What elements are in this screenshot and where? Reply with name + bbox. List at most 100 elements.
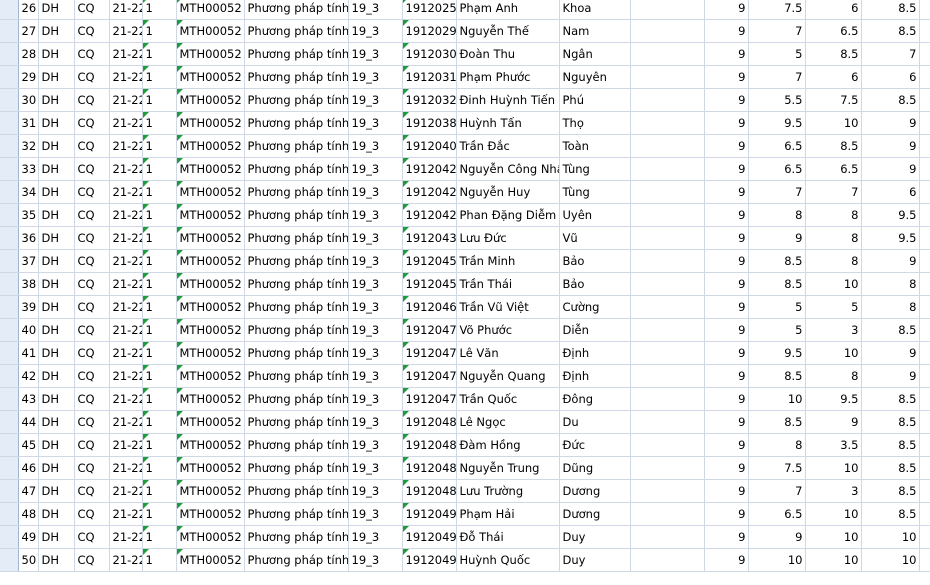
first-name-cell[interactable]: Dũng — [559, 456, 631, 480]
year-cell[interactable]: 21-22 — [109, 410, 143, 434]
student-id-cell[interactable]: 19120302 — [402, 42, 457, 66]
course-code-cell[interactable]: MTH00052 — [176, 525, 245, 549]
level-cell[interactable]: DH — [38, 410, 75, 434]
course-name-cell[interactable]: Phương pháp tính — [244, 249, 349, 273]
empty-cell[interactable] — [630, 456, 705, 480]
score-3-cell[interactable]: 8 — [805, 249, 862, 273]
level-cell[interactable]: DH — [38, 479, 75, 503]
stt-cell[interactable]: 28 — [18, 42, 39, 66]
score-1-cell[interactable]: 9 — [704, 341, 749, 365]
score-2-cell[interactable]: 9 — [748, 226, 806, 250]
total-cell[interactable]: 7.65 — [919, 19, 930, 43]
first-name-cell[interactable]: Du — [559, 410, 631, 434]
last-name-cell[interactable]: Trần Thái — [456, 272, 560, 296]
course-name-cell[interactable]: Phương pháp tính — [244, 272, 349, 296]
first-name-cell[interactable]: Phú — [559, 88, 631, 112]
score-2-cell[interactable]: 7.5 — [748, 456, 806, 480]
course-name-cell[interactable]: Phương pháp tính — [244, 226, 349, 250]
score-3-cell[interactable]: 7 — [805, 180, 862, 204]
semester-cell[interactable]: 1 — [142, 157, 177, 181]
level-cell[interactable]: DH — [38, 134, 75, 158]
year-cell[interactable]: 21-22 — [109, 525, 143, 549]
semester-cell[interactable]: 1 — [142, 0, 177, 20]
score-1-cell[interactable]: 9 — [704, 502, 749, 526]
score-2-cell[interactable]: 8 — [748, 433, 806, 457]
score-4-cell[interactable]: 9 — [861, 364, 920, 388]
level-cell[interactable]: DH — [38, 456, 75, 480]
total-cell[interactable]: 8.6 — [919, 249, 930, 273]
student-id-cell[interactable]: 19120486 — [402, 456, 457, 480]
program-cell[interactable]: CQ — [74, 387, 110, 411]
stt-cell[interactable]: 29 — [18, 65, 39, 89]
class-cell[interactable]: 19_3 — [348, 42, 403, 66]
level-cell[interactable]: DH — [38, 19, 75, 43]
program-cell[interactable]: CQ — [74, 502, 110, 526]
program-cell[interactable]: CQ — [74, 525, 110, 549]
year-cell[interactable]: 21-22 — [109, 364, 143, 388]
score-1-cell[interactable]: 9 — [704, 525, 749, 549]
score-3-cell[interactable]: 3 — [805, 479, 862, 503]
score-1-cell[interactable]: 9 — [704, 272, 749, 296]
empty-cell[interactable] — [630, 318, 705, 342]
semester-cell[interactable]: 1 — [142, 410, 177, 434]
score-3-cell[interactable]: 7.5 — [805, 88, 862, 112]
score-3-cell[interactable]: 6 — [805, 0, 862, 20]
course-name-cell[interactable]: Phương pháp tính — [244, 0, 349, 20]
level-cell[interactable]: DH — [38, 88, 75, 112]
empty-cell[interactable] — [630, 226, 705, 250]
last-name-cell[interactable]: Trần Minh — [456, 249, 560, 273]
program-cell[interactable]: CQ — [74, 341, 110, 365]
course-code-cell[interactable]: MTH00052 — [176, 318, 245, 342]
semester-cell[interactable]: 1 — [142, 111, 177, 135]
last-name-cell[interactable]: Huỳnh Quốc — [456, 548, 560, 572]
score-2-cell[interactable]: 10 — [748, 387, 806, 411]
first-name-cell[interactable]: Tùng — [559, 180, 631, 204]
class-cell[interactable]: 19_3 — [348, 364, 403, 388]
class-cell[interactable]: 19_3 — [348, 134, 403, 158]
empty-cell[interactable] — [630, 387, 705, 411]
total-cell[interactable]: 7.25 — [919, 42, 930, 66]
first-name-cell[interactable]: Dương — [559, 502, 631, 526]
semester-cell[interactable]: 1 — [142, 203, 177, 227]
row-header-strip[interactable] — [0, 180, 19, 204]
empty-cell[interactable] — [630, 525, 705, 549]
class-cell[interactable]: 19_3 — [348, 433, 403, 457]
course-code-cell[interactable]: MTH00052 — [176, 272, 245, 296]
score-1-cell[interactable]: 9 — [704, 249, 749, 273]
score-2-cell[interactable]: 8 — [748, 203, 806, 227]
year-cell[interactable]: 21-22 — [109, 65, 143, 89]
score-2-cell[interactable]: 7 — [748, 65, 806, 89]
program-cell[interactable]: CQ — [74, 433, 110, 457]
last-name-cell[interactable]: Nguyễn Công Nhật — [456, 157, 560, 181]
student-id-cell[interactable]: 19120465 — [402, 295, 457, 319]
score-4-cell[interactable]: 9 — [861, 249, 920, 273]
empty-cell[interactable] — [630, 272, 705, 296]
semester-cell[interactable]: 1 — [142, 295, 177, 319]
class-cell[interactable]: 19_3 — [348, 19, 403, 43]
course-name-cell[interactable]: Phương pháp tính — [244, 502, 349, 526]
score-2-cell[interactable]: 7 — [748, 479, 806, 503]
empty-cell[interactable] — [630, 502, 705, 526]
level-cell[interactable]: DH — [38, 226, 75, 250]
course-code-cell[interactable]: MTH00052 — [176, 180, 245, 204]
row-header-strip[interactable] — [0, 88, 19, 112]
course-name-cell[interactable]: Phương pháp tính — [244, 42, 349, 66]
student-id-cell[interactable]: 19120422 — [402, 180, 457, 204]
year-cell[interactable]: 21-22 — [109, 0, 143, 20]
score-3-cell[interactable]: 10 — [805, 525, 862, 549]
class-cell[interactable]: 19_3 — [348, 180, 403, 204]
class-cell[interactable]: 19_3 — [348, 111, 403, 135]
level-cell[interactable]: DH — [38, 203, 75, 227]
score-3-cell[interactable]: 10 — [805, 502, 862, 526]
score-3-cell[interactable]: 10 — [805, 341, 862, 365]
score-2-cell[interactable]: 7 — [748, 180, 806, 204]
score-1-cell[interactable]: 9 — [704, 433, 749, 457]
first-name-cell[interactable]: Dương — [559, 479, 631, 503]
score-2-cell[interactable]: 9 — [748, 525, 806, 549]
student-id-cell[interactable]: 19120481 — [402, 433, 457, 457]
stt-cell[interactable]: 40 — [18, 318, 39, 342]
course-name-cell[interactable]: Phương pháp tính — [244, 410, 349, 434]
course-code-cell[interactable]: MTH00052 — [176, 157, 245, 181]
empty-cell[interactable] — [630, 0, 705, 20]
row-header-strip[interactable] — [0, 364, 19, 388]
